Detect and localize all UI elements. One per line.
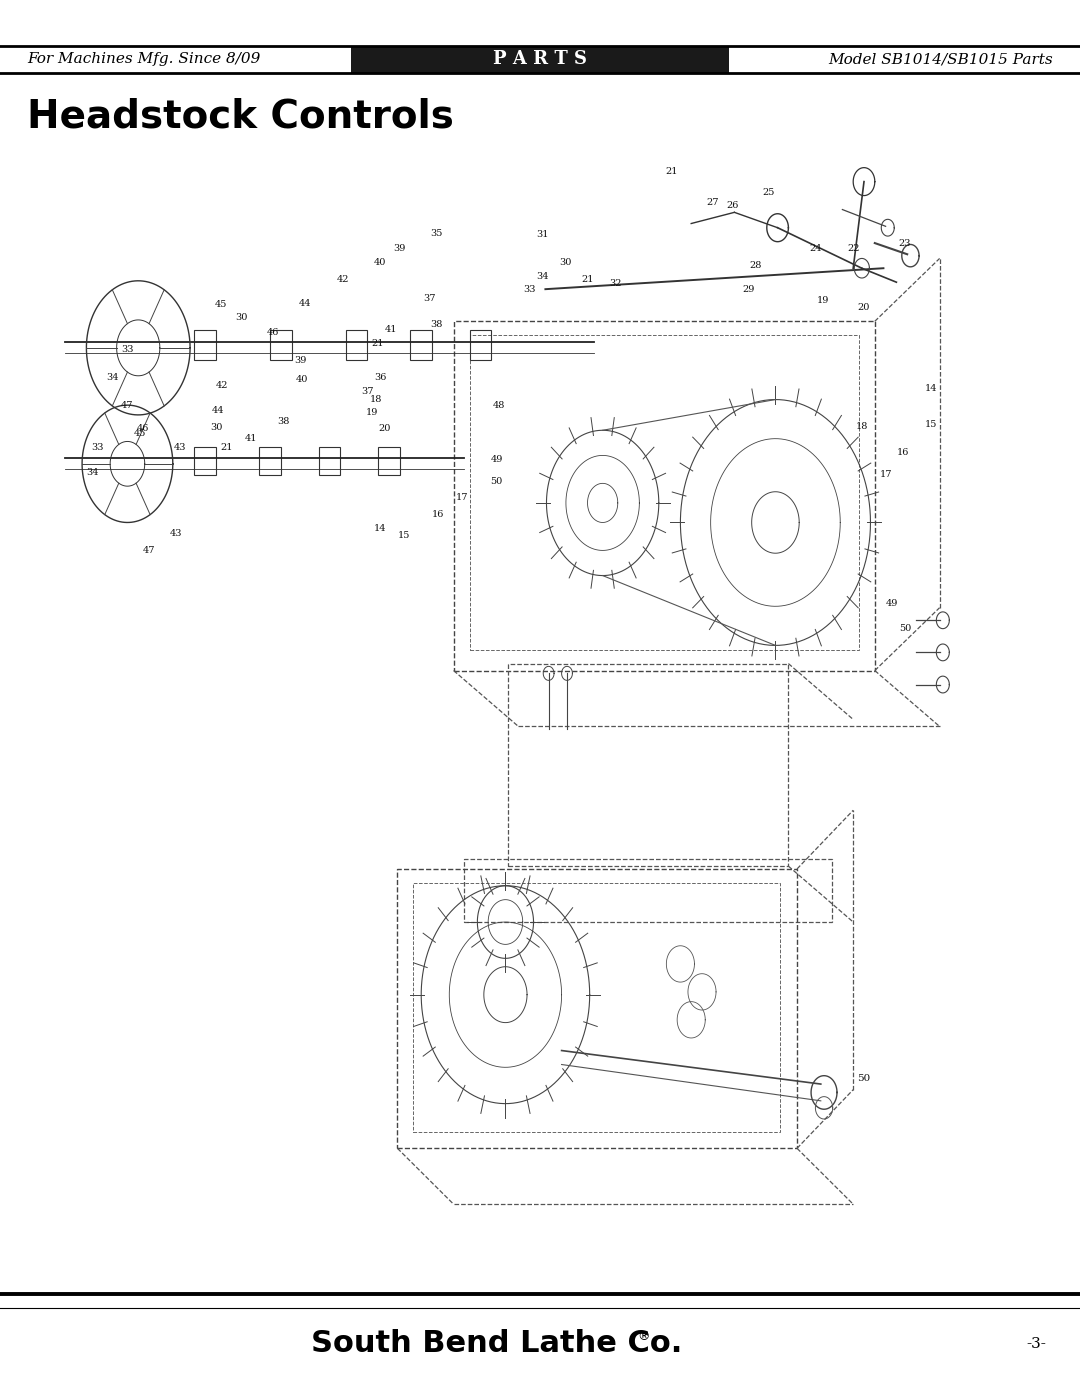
Text: 37: 37 xyxy=(361,387,374,395)
Text: 46: 46 xyxy=(136,425,149,433)
Text: 40: 40 xyxy=(374,258,387,267)
Text: 49: 49 xyxy=(490,455,503,464)
Text: 22: 22 xyxy=(847,244,860,253)
Text: 31: 31 xyxy=(536,231,549,239)
Text: 21: 21 xyxy=(581,275,594,284)
Text: 29: 29 xyxy=(742,285,755,293)
Text: 25: 25 xyxy=(762,189,775,197)
Text: 21: 21 xyxy=(665,168,678,176)
Text: 50: 50 xyxy=(858,1074,870,1083)
Text: 45: 45 xyxy=(215,300,228,309)
Text: 44: 44 xyxy=(298,299,311,307)
Text: 16: 16 xyxy=(432,510,445,518)
Text: 47: 47 xyxy=(143,546,156,555)
Text: South Bend Lathe Co.: South Bend Lathe Co. xyxy=(311,1330,683,1358)
Text: 15: 15 xyxy=(924,420,937,429)
Text: ®: ® xyxy=(637,1330,650,1344)
Text: For Machines Mfg. Since 8/09: For Machines Mfg. Since 8/09 xyxy=(27,52,260,67)
Text: 41: 41 xyxy=(384,326,397,334)
Text: 39: 39 xyxy=(393,244,406,253)
Text: 28: 28 xyxy=(750,261,762,270)
Text: Headstock Controls: Headstock Controls xyxy=(27,98,454,136)
Text: 15: 15 xyxy=(397,531,410,539)
FancyBboxPatch shape xyxy=(351,46,729,73)
Text: 26: 26 xyxy=(726,201,739,210)
Text: 20: 20 xyxy=(858,303,870,312)
Text: 18: 18 xyxy=(855,422,868,430)
Text: 44: 44 xyxy=(212,407,225,415)
Text: 33: 33 xyxy=(91,443,104,451)
Text: 34: 34 xyxy=(106,373,119,381)
Text: 40: 40 xyxy=(296,376,309,384)
Text: 20: 20 xyxy=(378,425,391,433)
Text: 14: 14 xyxy=(924,384,937,393)
Text: -3-: -3- xyxy=(1027,1337,1047,1351)
Text: 19: 19 xyxy=(365,408,378,416)
Text: 46: 46 xyxy=(267,328,280,337)
Text: 34: 34 xyxy=(86,468,99,476)
Text: Model SB1014/SB1015 Parts: Model SB1014/SB1015 Parts xyxy=(828,52,1053,67)
Text: 34: 34 xyxy=(536,272,549,281)
Text: 50: 50 xyxy=(490,478,503,486)
Text: 43: 43 xyxy=(170,529,183,538)
Text: 43: 43 xyxy=(174,443,187,451)
Text: 45: 45 xyxy=(134,429,147,437)
Text: 24: 24 xyxy=(809,244,822,253)
Text: 14: 14 xyxy=(374,524,387,532)
Text: 50: 50 xyxy=(899,624,912,633)
Text: 21: 21 xyxy=(372,339,384,348)
Text: 21: 21 xyxy=(220,443,233,451)
Text: 37: 37 xyxy=(423,295,436,303)
Text: 49: 49 xyxy=(886,599,899,608)
Text: 42: 42 xyxy=(216,381,229,390)
Text: 42: 42 xyxy=(337,275,350,284)
Text: P A R T S: P A R T S xyxy=(492,50,588,68)
Text: 33: 33 xyxy=(523,285,536,293)
Text: 32: 32 xyxy=(609,279,622,288)
Text: 18: 18 xyxy=(369,395,382,404)
Text: 30: 30 xyxy=(559,258,572,267)
Text: 33: 33 xyxy=(121,345,134,353)
Text: 17: 17 xyxy=(456,493,469,502)
Text: 36: 36 xyxy=(374,373,387,381)
Text: 38: 38 xyxy=(276,418,289,426)
Text: 16: 16 xyxy=(896,448,909,457)
Text: 38: 38 xyxy=(430,320,443,328)
Text: 47: 47 xyxy=(121,401,134,409)
Text: 17: 17 xyxy=(879,471,892,479)
Text: 39: 39 xyxy=(294,356,307,365)
Text: 19: 19 xyxy=(816,296,829,305)
Text: 23: 23 xyxy=(899,239,912,247)
Text: 30: 30 xyxy=(235,313,248,321)
Text: 30: 30 xyxy=(210,423,222,432)
Text: 35: 35 xyxy=(430,229,443,237)
Text: 41: 41 xyxy=(244,434,257,443)
Text: 48: 48 xyxy=(492,401,505,409)
Text: 27: 27 xyxy=(706,198,719,207)
